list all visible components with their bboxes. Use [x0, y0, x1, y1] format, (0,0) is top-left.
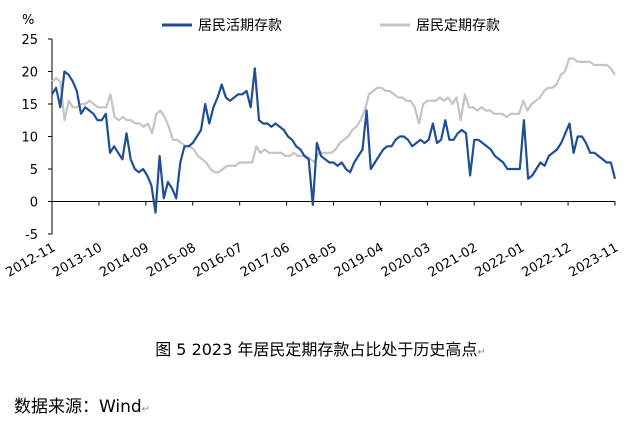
x-tick-label: 2017-06	[238, 240, 293, 280]
legend-label-series-1: 居民活期存款	[198, 18, 282, 34]
caption-paragraph-mark: ↵	[477, 347, 486, 358]
y-tick-label: -5	[25, 228, 38, 243]
y-tick-label: 0	[30, 196, 38, 211]
legend: 居民活期存款 居民定期存款	[162, 18, 500, 34]
source-paragraph-mark: ↵	[141, 404, 151, 415]
x-tick-label: 2013-10	[50, 240, 105, 280]
y-tick-label: 15	[21, 98, 38, 113]
x-tick-label: 2018-05	[285, 240, 340, 280]
source-text: 数据来源：Wind	[14, 397, 142, 417]
x-tick-label: 2016-07	[191, 240, 246, 280]
x-tick-label: 2020-03	[379, 240, 434, 280]
x-tick-label: 2021-02	[426, 240, 481, 280]
x-tick-label: 2022-12	[520, 240, 575, 280]
series-line-2	[51, 57, 616, 174]
x-tick-label: 2012-11	[3, 240, 58, 280]
y-tick-label: 10	[21, 131, 38, 146]
y-tick-label: 20	[21, 66, 38, 81]
x-tick-label: 2015-08	[144, 240, 199, 280]
x-tick-label: 2014-09	[97, 240, 152, 280]
legend-label-series-2: 居民定期存款	[416, 18, 500, 34]
chart: 居民活期存款 居民定期存款 % -5 0 5 10 15 20 25 2012-112013…	[3, 13, 621, 281]
source-note: 数据来源：Wind↵	[14, 392, 150, 417]
x-tick-label: 2022-01	[473, 240, 528, 280]
y-axis-unit: %	[22, 13, 34, 28]
series-layer	[51, 57, 617, 214]
y-tick-label: 5	[30, 163, 38, 178]
caption-text: 图 5 2023 年居民定期存款占比处于历史高点	[155, 340, 478, 359]
y-axis: -5 0 5 10 15 20 25	[21, 33, 53, 243]
x-tick-label: 2023-11	[566, 240, 621, 280]
figure-caption: 图 5 2023 年居民定期存款占比处于历史高点↵	[0, 336, 641, 360]
y-tick-label: 25	[21, 33, 38, 48]
x-axis: 2012-112013-102014-092015-082016-072017-…	[3, 201, 621, 281]
series-line-1	[51, 67, 617, 214]
x-tick-label: 2019-04	[332, 240, 387, 280]
